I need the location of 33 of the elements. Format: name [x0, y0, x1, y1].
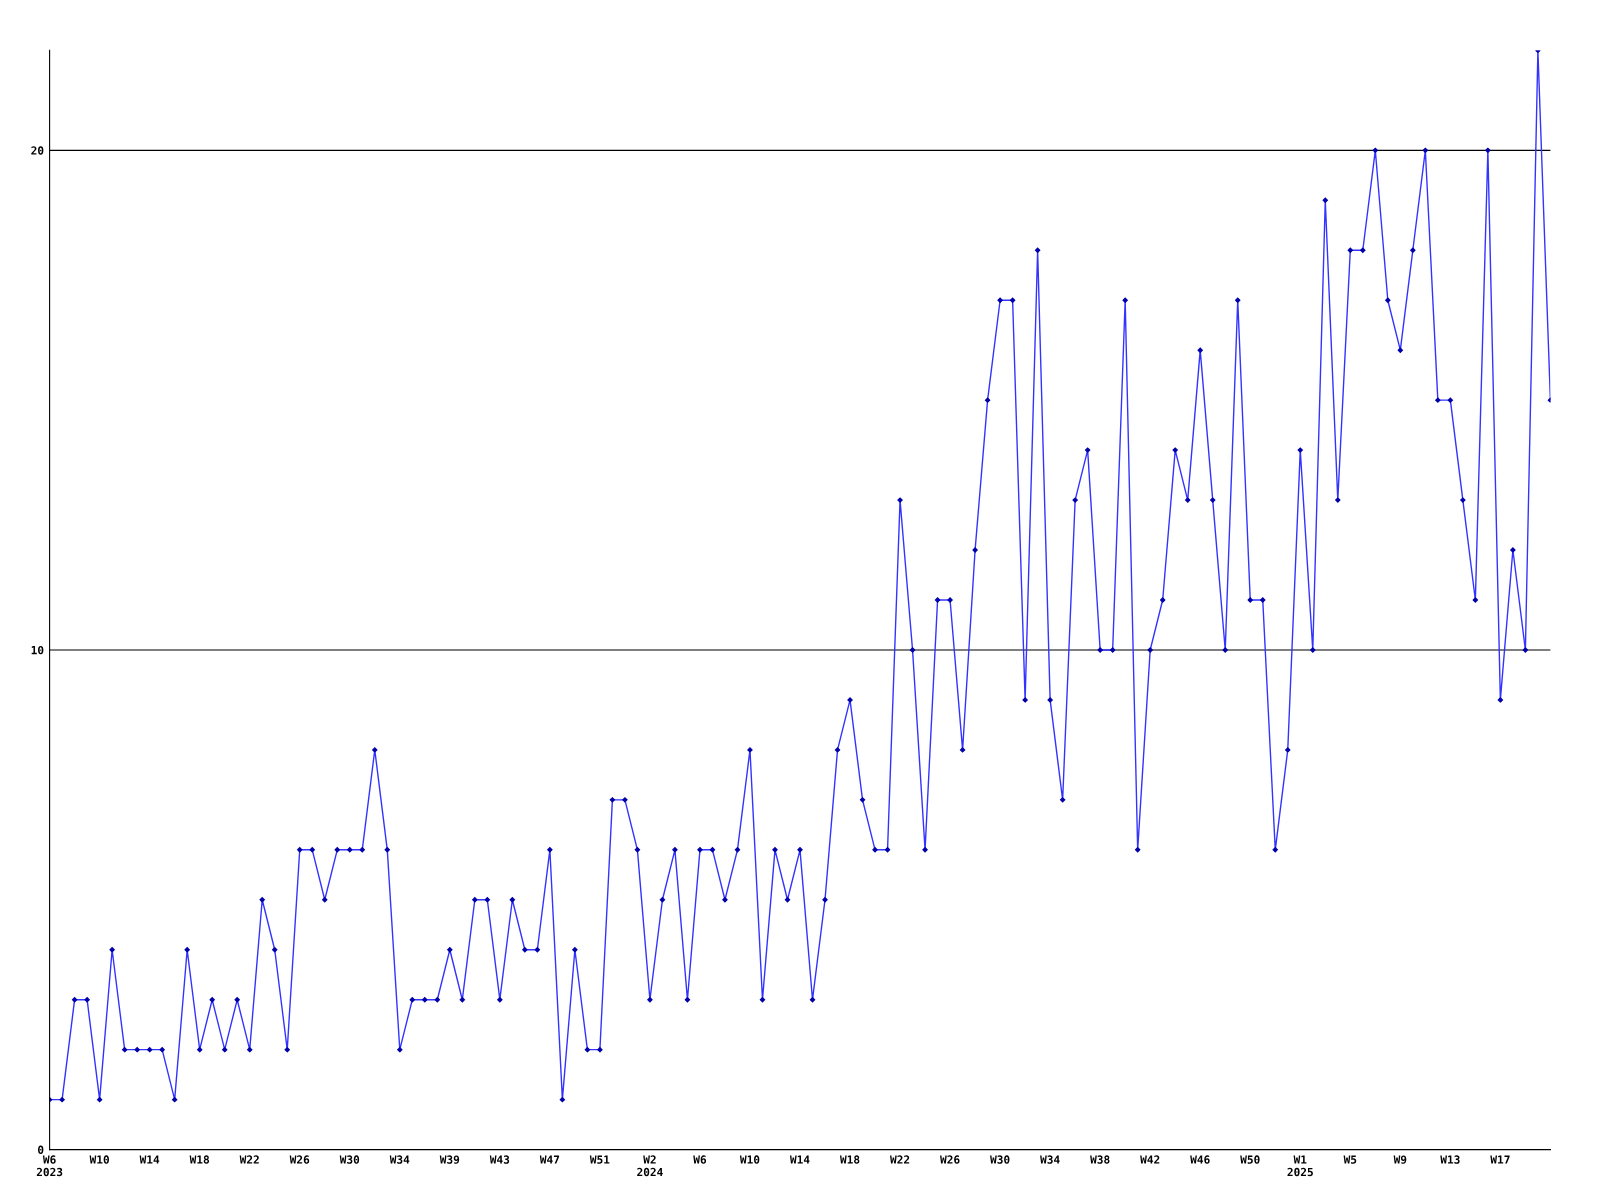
x-tick-label: W30: [339, 1155, 360, 1164]
x-tick-label: W50: [1240, 1155, 1260, 1164]
x-tick-label: W42: [1140, 1155, 1160, 1164]
x-tick-label: W39: [439, 1155, 460, 1164]
x-tick-label: W26: [940, 1155, 960, 1164]
x-tick-label: W10: [739, 1155, 760, 1164]
y-tick-label: 10: [31, 645, 44, 655]
x-tick-label: W10: [89, 1155, 109, 1164]
x-tick-label: W34: [389, 1155, 410, 1164]
x-tick-label: W14: [789, 1155, 810, 1164]
x-tick-label: W2 2024: [637, 1155, 663, 1177]
x-tick-label: W17: [1490, 1155, 1510, 1164]
x-tick-label: W46: [1190, 1155, 1210, 1164]
x-tick-label: W18: [839, 1155, 860, 1164]
x-tick-label: W22: [890, 1155, 910, 1164]
x-tick-label: W47: [539, 1155, 560, 1164]
x-tick-label: W30: [990, 1155, 1010, 1164]
x-tick-label: W34: [1040, 1155, 1060, 1164]
x-tick-label: W38: [1090, 1155, 1110, 1164]
x-tick-label: W9: [1393, 1155, 1407, 1164]
x-tick-label: W6: [693, 1155, 707, 1164]
x-tick-label: W22: [239, 1155, 259, 1164]
y-tick-label: 0: [38, 1145, 44, 1154]
x-tick-label: W18: [189, 1155, 210, 1164]
x-tick-label: W51: [589, 1155, 610, 1164]
x-tick-label: W5: [1343, 1155, 1357, 1164]
y-tick-label: 20: [31, 146, 44, 155]
x-tick-label: W26: [289, 1155, 310, 1164]
x-tick-label: W14: [139, 1155, 160, 1164]
x-tick-label: W13: [1440, 1155, 1460, 1164]
x-tick-label: W43: [489, 1155, 510, 1164]
x-tick-label: W1 2025: [1287, 1155, 1313, 1177]
x-tick-label: W6 2023: [36, 1155, 63, 1177]
